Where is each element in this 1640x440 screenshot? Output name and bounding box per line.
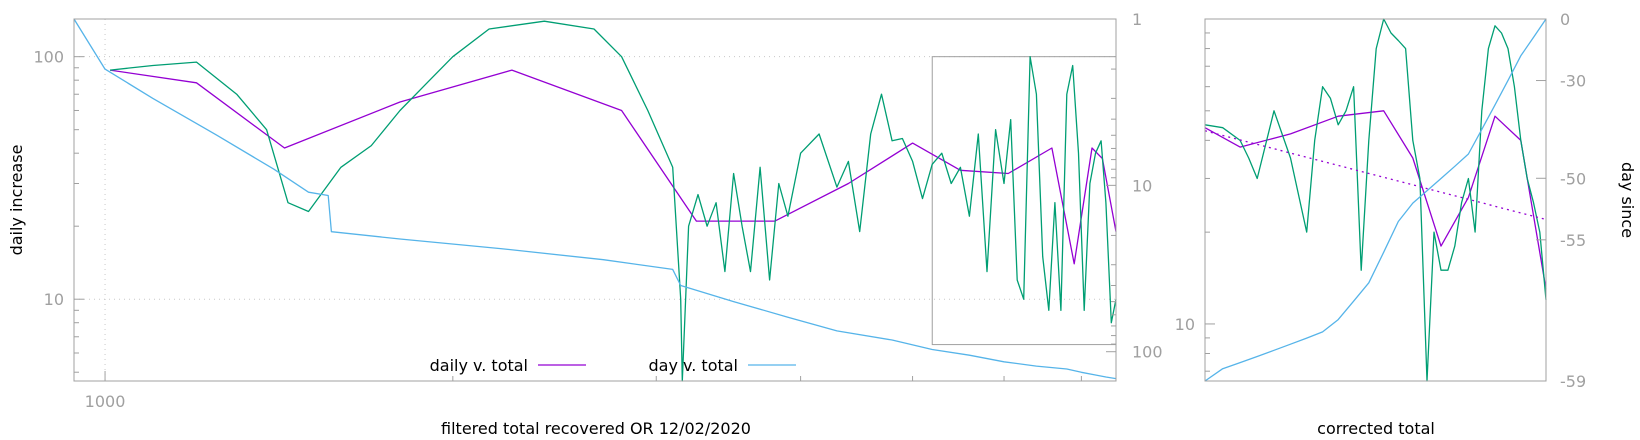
main-x-axis-label: filtered total recovered OR 12/02/2020: [441, 419, 751, 438]
main-plot-frame: [73, 18, 1117, 382]
inset-plot-frame: [1204, 18, 1547, 382]
inset-x-axis-label: corrected total: [1317, 419, 1435, 438]
main-series-line-2: [73, 18, 1117, 380]
main-y2-tick-label-0: 1: [1132, 10, 1142, 29]
main-plot-panel: 100 10 1 10 100 1000 filtered total recovered…: [7, 10, 1163, 438]
main-tick-labels: 100 10 1 10 100 1000: [33, 10, 1162, 411]
inset-tick-labels: 10 0 -30 -50 -55 -59: [1175, 10, 1587, 391]
inset-y2-tick-label-1: -30: [1560, 72, 1586, 91]
main-y2-tick-label-2: 100: [1132, 343, 1163, 362]
main-y2-tick-label-1: 10: [1132, 176, 1152, 195]
main-y-tick-label-0: 100: [33, 48, 64, 67]
main-grid: [74, 19, 1116, 381]
inset-y-tick-label-0: 10: [1175, 315, 1195, 334]
main-x-tick-label-0: 1000: [85, 392, 126, 411]
inset-y2-tick-label-4: -59: [1560, 372, 1586, 391]
inset-region-box: [931, 56, 1117, 346]
inset-region-rect: [931, 56, 1117, 346]
inset-series-line-1: [1204, 18, 1547, 382]
main-series-line-0: [109, 69, 1117, 265]
main-series-group: [73, 18, 1117, 382]
legend-label-day: day v. total: [649, 356, 739, 375]
main-y-tick-label-1: 10: [44, 290, 64, 309]
main-y-axis-label: daily increase: [7, 145, 26, 256]
inset-series-line-2: [1204, 18, 1547, 382]
main-ticks: [74, 18, 1116, 381]
inset-y2-tick-label-0: 0: [1560, 10, 1570, 29]
legend: daily v. total day v. total: [430, 356, 796, 375]
legend-label-daily: daily v. total: [430, 356, 528, 375]
inset-series-line-0: [1204, 110, 1547, 290]
inset-ticks: [1205, 18, 1546, 382]
inset-plot-panel: 10 0 -30 -50 -55 -59 corrected total day sinc…: [1175, 10, 1637, 438]
main-series-line-1: [109, 20, 1117, 382]
inset-y2-tick-label-2: -50: [1560, 169, 1586, 188]
inset-y2-tick-label-3: -55: [1560, 231, 1586, 250]
inset-y2-axis-label: day since: [1618, 162, 1637, 238]
inset-series-group: [1204, 18, 1547, 382]
